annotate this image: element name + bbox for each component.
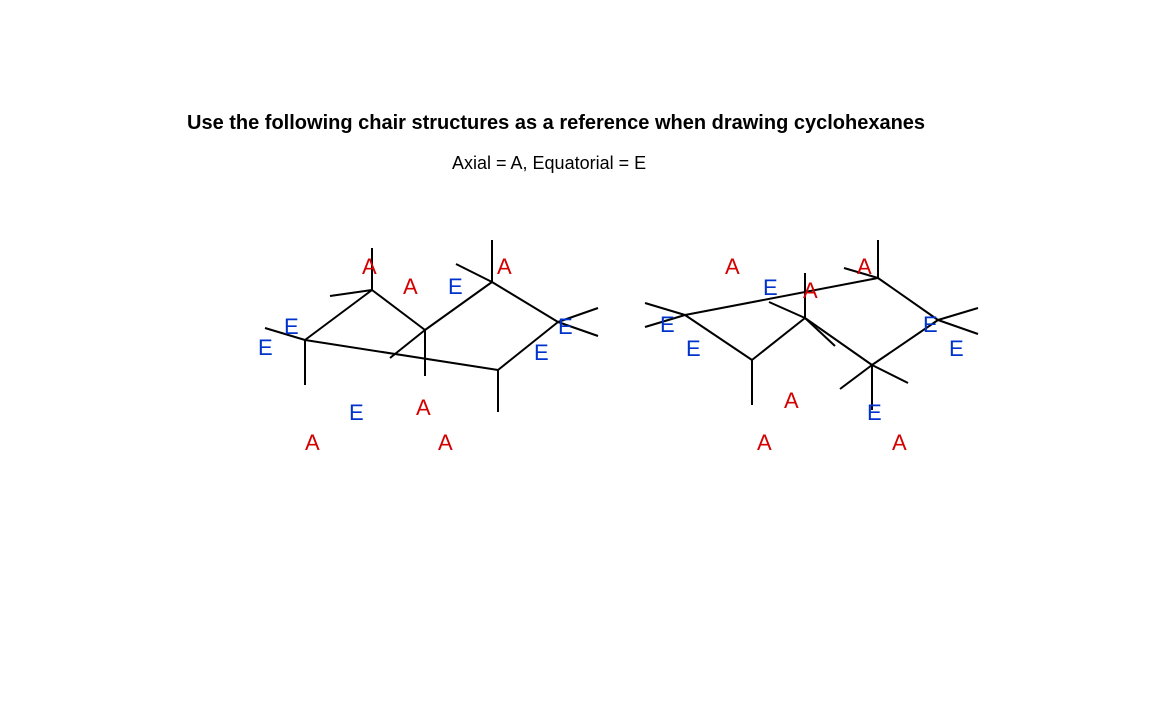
equatorial-label: E	[448, 274, 463, 300]
equatorial-label: E	[686, 336, 701, 362]
axial-label: A	[497, 254, 512, 280]
axial-label: A	[403, 274, 418, 300]
axial-label: A	[757, 430, 772, 456]
page-subtitle: Axial = A, Equatorial = E	[452, 153, 646, 174]
axial-label: A	[305, 430, 320, 456]
axial-label: A	[857, 254, 872, 280]
equatorial-label: E	[258, 335, 273, 361]
equatorial-label: E	[923, 312, 938, 338]
axial-label: A	[416, 395, 431, 421]
equatorial-label: E	[558, 314, 573, 340]
axial-label: A	[362, 254, 377, 280]
axial-label: A	[803, 278, 818, 304]
axial-label: A	[438, 430, 453, 456]
equatorial-label: E	[660, 312, 675, 338]
axial-label: A	[784, 388, 799, 414]
page-title: Use the following chair structures as a …	[187, 112, 925, 135]
axial-label: A	[725, 254, 740, 280]
equatorial-label: E	[867, 400, 882, 426]
equatorial-label: E	[534, 340, 549, 366]
equatorial-label: E	[349, 400, 364, 426]
page-root: Use the following chair structures as a …	[0, 0, 1170, 725]
equatorial-label: E	[763, 275, 778, 301]
equatorial-label: E	[949, 336, 964, 362]
axial-label: A	[892, 430, 907, 456]
equatorial-label: E	[284, 314, 299, 340]
